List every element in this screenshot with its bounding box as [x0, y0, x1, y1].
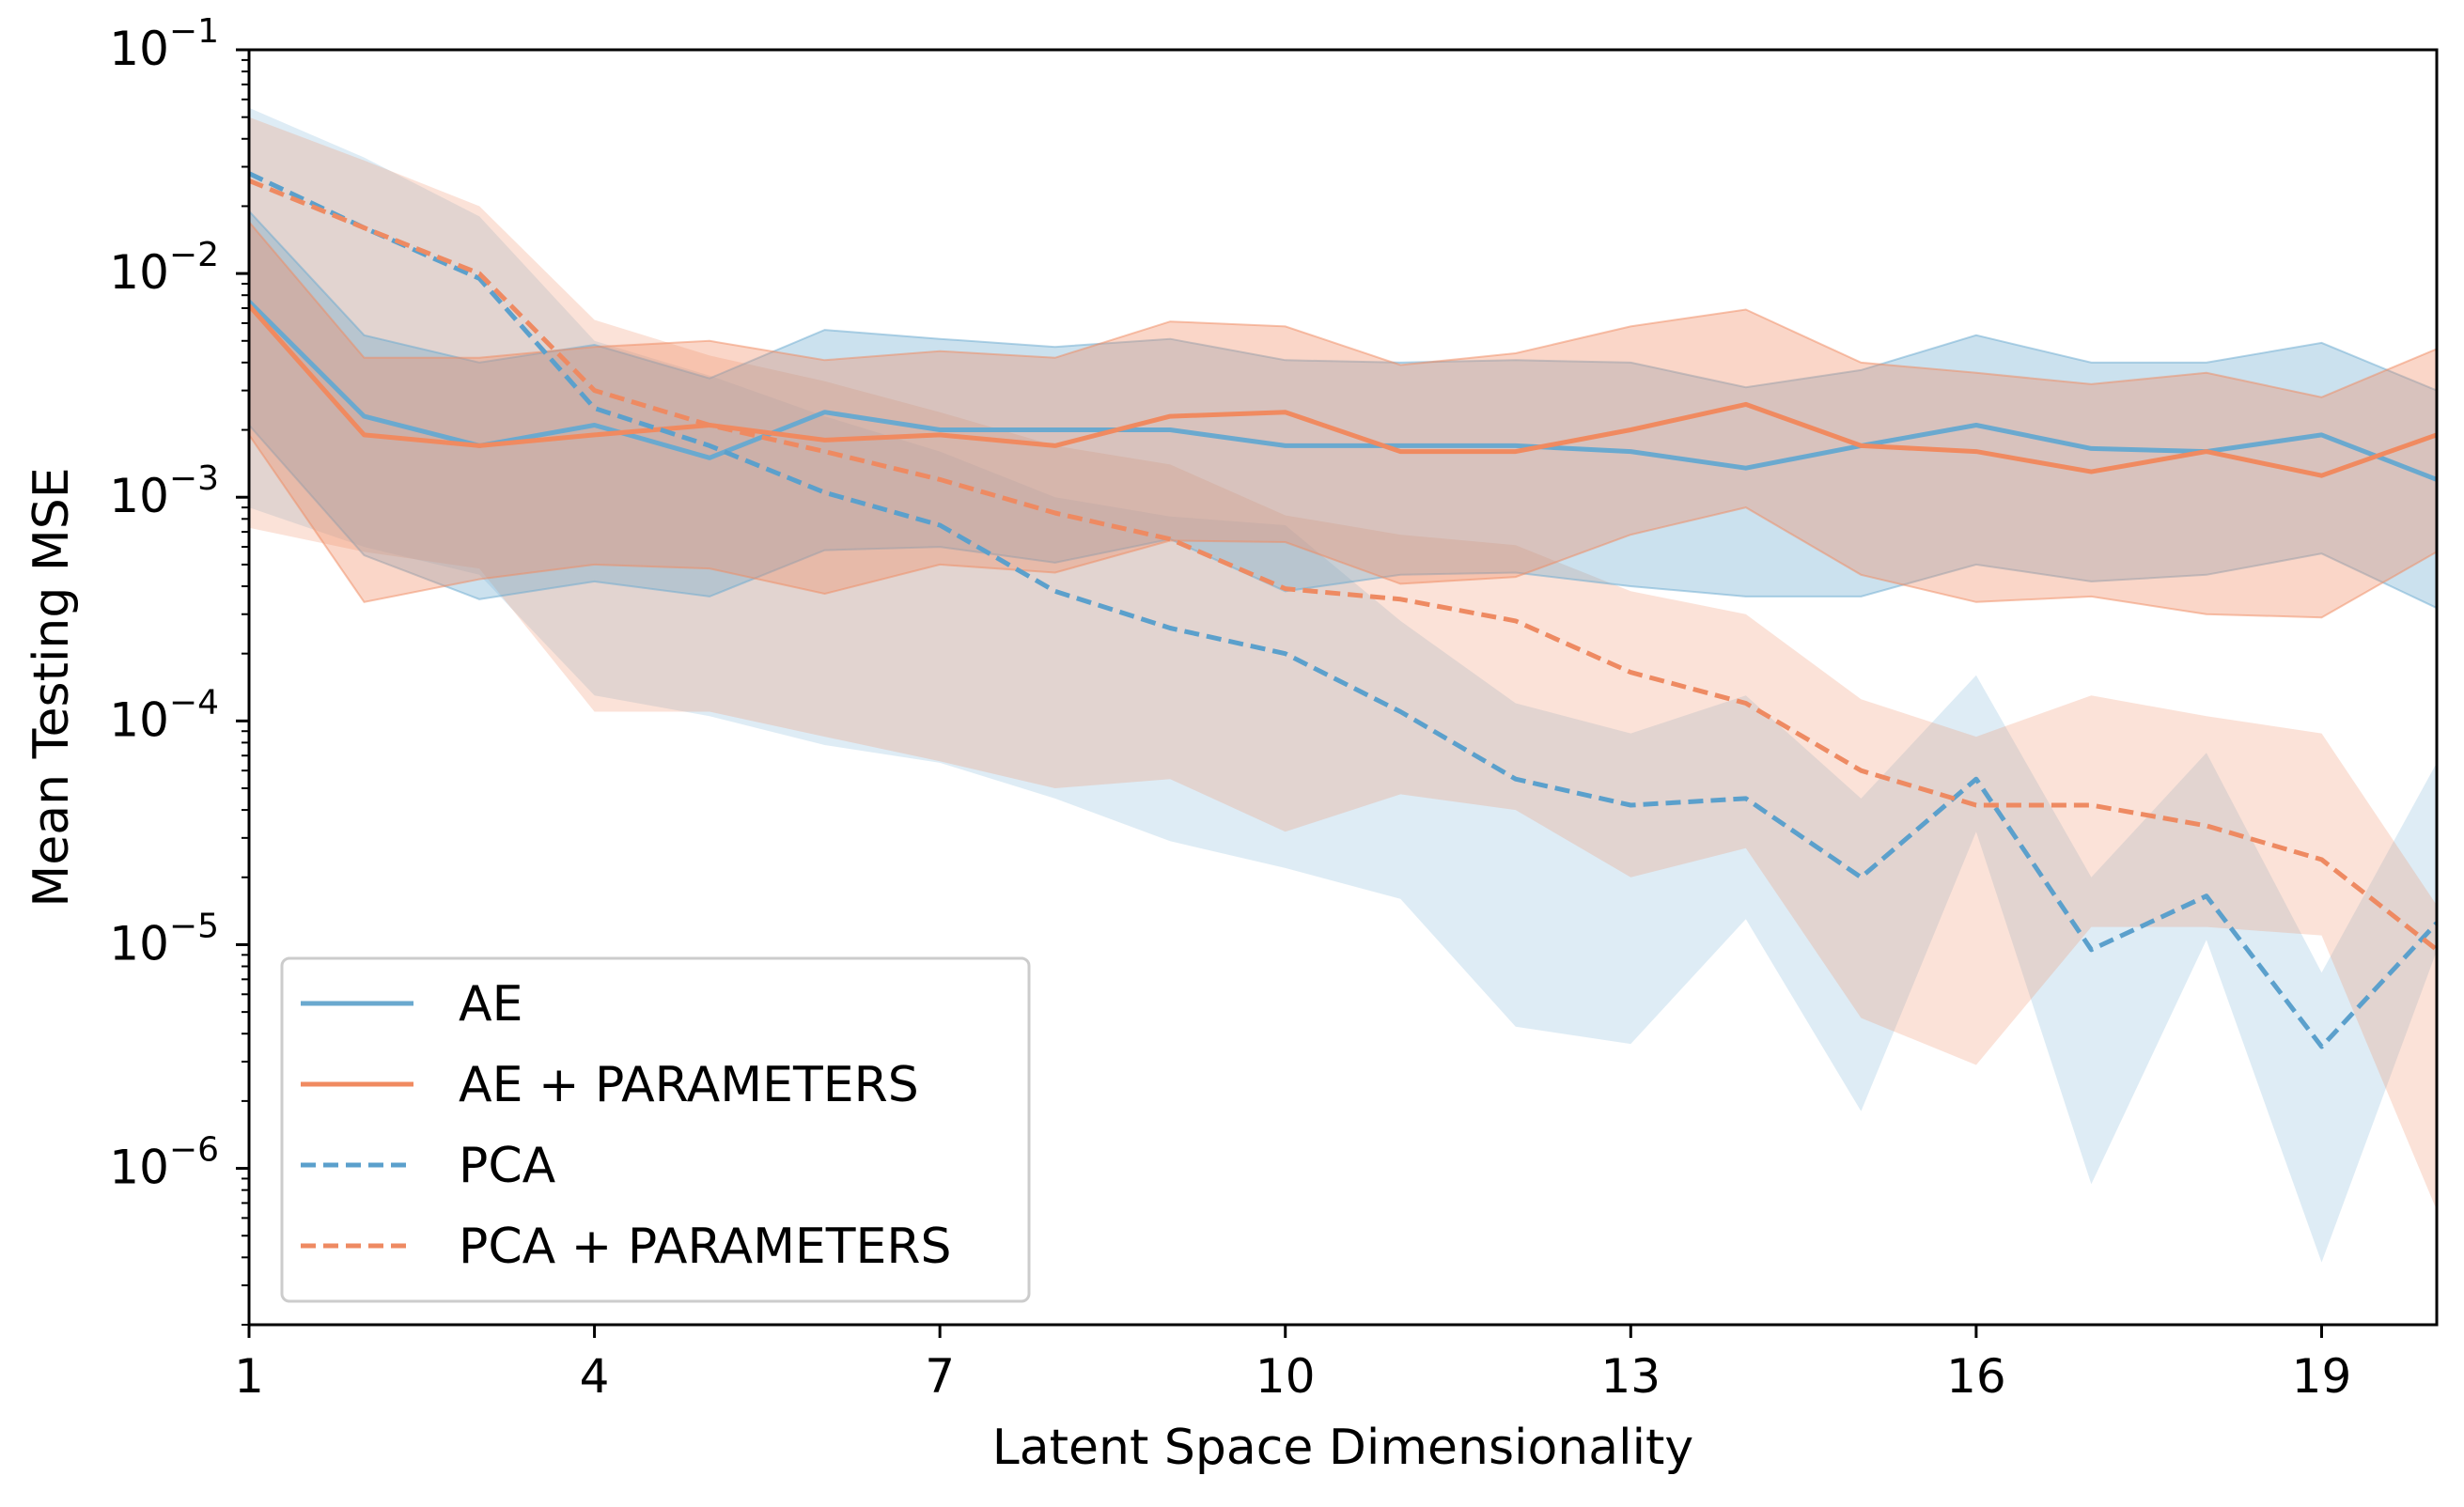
legend-label: PCA + PARAMETERS [459, 1219, 952, 1275]
y-axis-label: Mean Testing MSE [23, 467, 80, 907]
legend-label: AE + PARAMETERS [459, 1057, 919, 1113]
x-axis-ticks: 1 4 7 10 13 16 19 [234, 1325, 2351, 1404]
line-pca-parameters [249, 178, 2437, 952]
y-tick-label: 10−5 [109, 907, 219, 971]
y-tick-label: 10−2 [109, 236, 219, 300]
band-ae-parameters [249, 220, 2437, 619]
legend-label: PCA [459, 1138, 556, 1194]
y-tick-label: 10−3 [109, 459, 219, 523]
plot-frame [247, 48, 2439, 1327]
x-tick-label: 19 [2292, 1349, 2352, 1404]
x-tick-label: 7 [925, 1349, 955, 1404]
y-tick-label: 10−6 [109, 1131, 219, 1195]
x-tick-label: 1 [234, 1349, 264, 1404]
x-tick-label: 13 [1601, 1349, 1661, 1404]
x-tick-label: 4 [580, 1349, 610, 1404]
line-pca [249, 171, 2437, 1049]
legend-box [280, 956, 1031, 1303]
x-axis-label: Latent Space Dimensionality [992, 1420, 1693, 1476]
legend-label: AE [459, 976, 522, 1033]
series-lines [249, 171, 2437, 1049]
legend: AE AE + PARAMETERS PCA PCA + PARAMETERS [280, 956, 1031, 1303]
band-ae [249, 210, 2437, 610]
x-tick-label: 16 [1946, 1349, 2006, 1404]
y-tick-label: 10−1 [109, 12, 219, 76]
band-pca-parameters [249, 117, 2437, 1211]
y-tick-label: 10−4 [109, 683, 219, 747]
x-tick-label: 10 [1255, 1349, 1316, 1404]
y-axis-ticks: 10−6 10−5 10−4 10−3 10−2 10−1 [109, 12, 249, 1326]
line-ae-parameters [249, 303, 2437, 478]
line-ae [249, 300, 2437, 482]
